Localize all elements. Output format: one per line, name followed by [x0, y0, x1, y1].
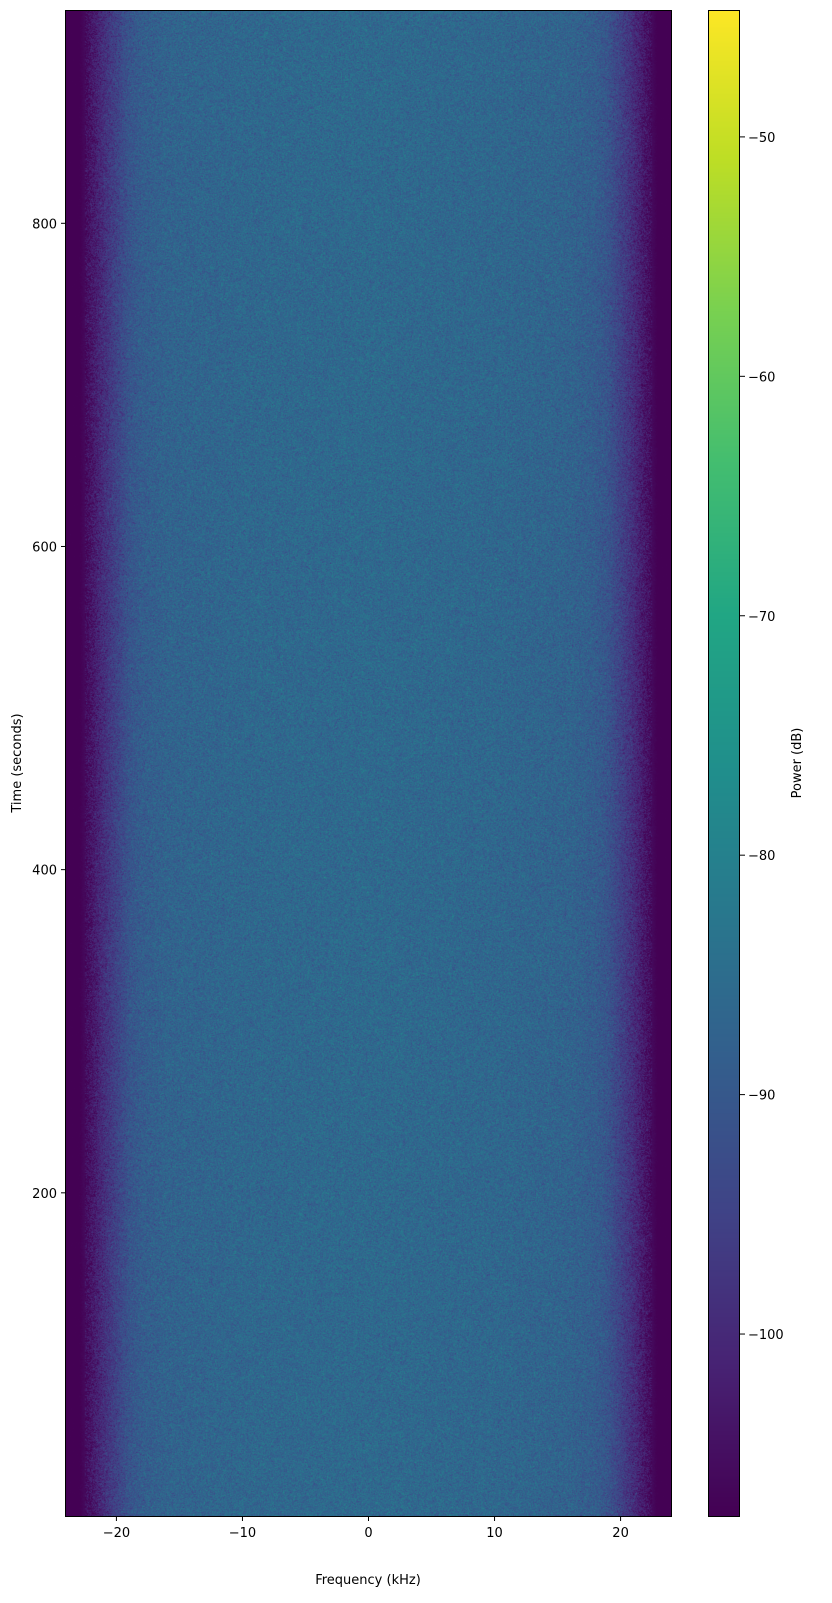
x-axis-label: Frequency (kHz)	[315, 1573, 421, 1588]
y-axis-label: Time (seconds)	[10, 713, 25, 813]
colorbar-tick-label: −70	[748, 610, 775, 625]
x-tick-label: 0	[364, 1526, 372, 1541]
x-tick-label: −10	[229, 1526, 256, 1541]
spectrogram-image	[66, 10, 671, 1516]
colorbar-frame	[708, 10, 740, 1517]
colorbar-tick-label: −80	[748, 849, 775, 864]
x-tick-label: 20	[612, 1526, 629, 1541]
colorbar-label: Power (dB)	[790, 728, 805, 799]
x-tick-label: 10	[486, 1526, 503, 1541]
colorbar-tick-label: −50	[748, 131, 775, 146]
y-tick-label: 200	[32, 1187, 57, 1202]
colorbar-tick-label: −90	[748, 1089, 775, 1104]
plot-frame	[65, 10, 672, 1517]
x-tick-label: −20	[103, 1526, 130, 1541]
y-tick-label: 800	[32, 217, 57, 232]
colorbar-tick-label: −60	[748, 370, 775, 385]
colorbar-gradient	[709, 10, 739, 1516]
y-tick-label: 600	[32, 540, 57, 555]
y-tick-label: 400	[32, 864, 57, 879]
colorbar-tick-label: −100	[748, 1328, 784, 1343]
